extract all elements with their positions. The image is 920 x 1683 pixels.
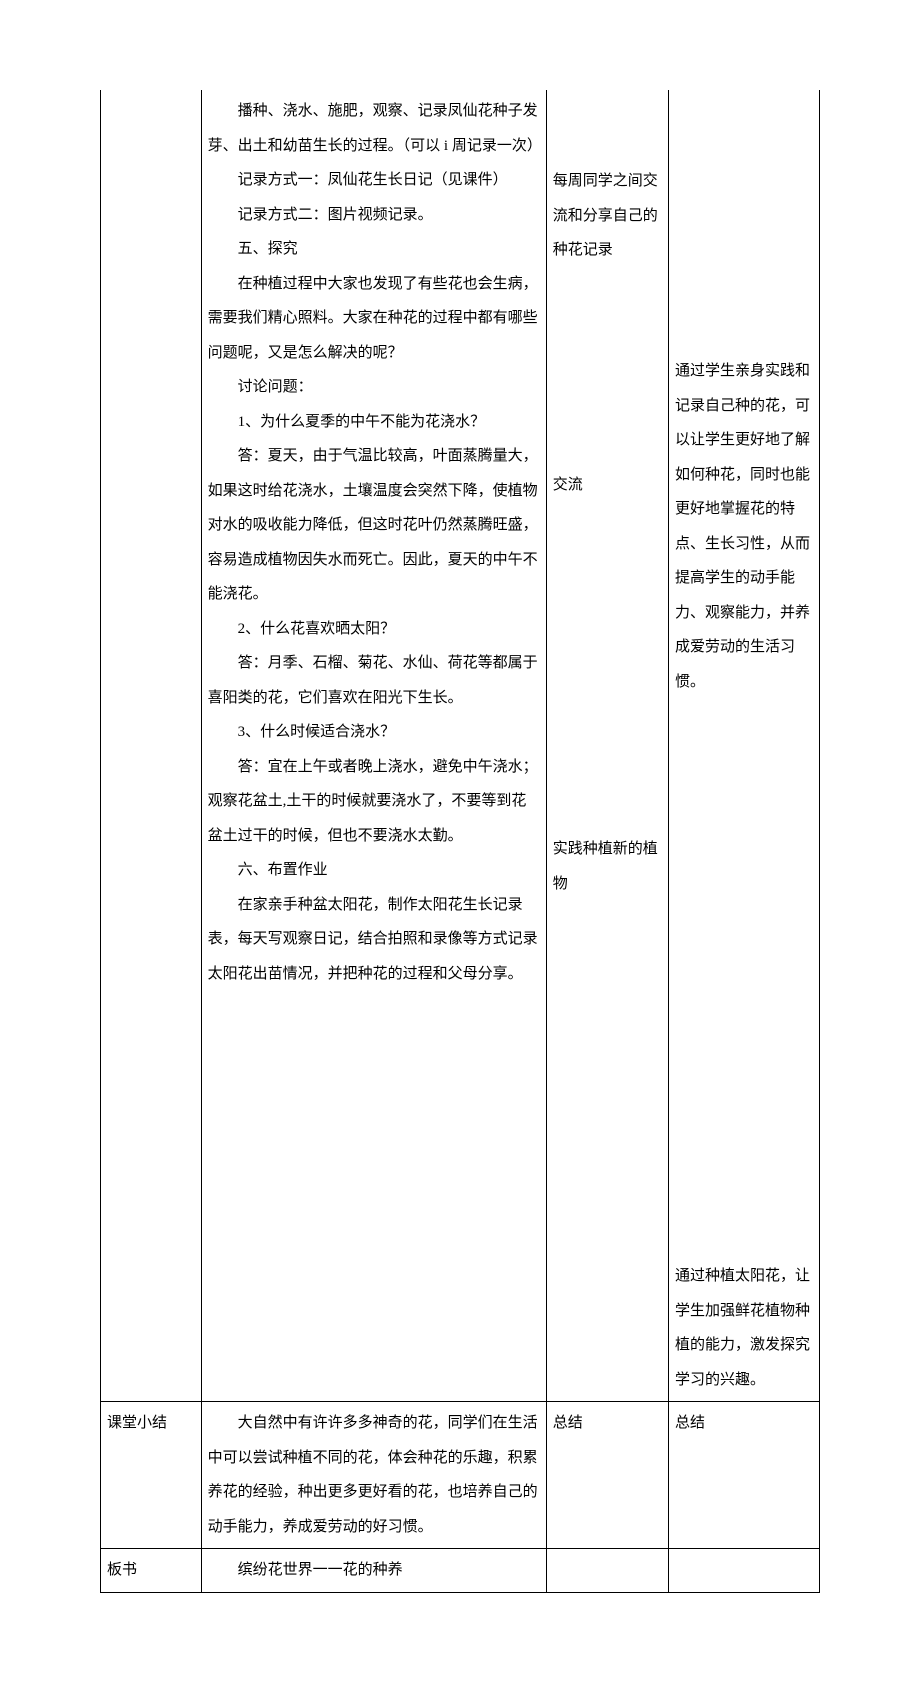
design-intent-text: 通过学生亲身实践和记录自己种的花，可以让学生更好地了解如何种花，同时也能更好地掌… xyxy=(675,354,813,699)
cell-r3-c2: 缤纷花世界一一花的种养 xyxy=(201,1549,546,1593)
paragraph: 记录方式一：凤仙花生长日记（见课件） xyxy=(208,163,540,198)
paragraph: 答：宜在上午或者晚上浇水，避免中午浇水；观察花盆土,土干的时候就要浇水了，不要等… xyxy=(208,750,540,854)
paragraph: 在家亲手种盆太阳花，制作太阳花生长记录表，每天写观察日记，结合拍照和录像等方式记… xyxy=(208,888,540,992)
student-activity-text: 交流 xyxy=(553,468,662,503)
spacer xyxy=(553,502,662,832)
paragraph: 记录方式二：图片视频记录。 xyxy=(208,198,540,233)
table-row: 板书 缤纷花世界一一花的种养 xyxy=(101,1549,820,1593)
cell-r1-c4: 通过学生亲身实践和记录自己种的花，可以让学生更好地了解如何种花，同时也能更好地掌… xyxy=(668,90,819,1402)
cell-r2-c2: 大自然中有许许多多神奇的花，同学们在生活中可以尝试种植不同的花，体会种花的乐趣，… xyxy=(201,1402,546,1549)
table-row: 课堂小结 大自然中有许许多多神奇的花，同学们在生活中可以尝试种植不同的花，体会种… xyxy=(101,1402,820,1549)
paragraph: 缤纷花世界一一花的种养 xyxy=(208,1553,540,1588)
cell-r2-c4: 总结 xyxy=(668,1402,819,1549)
student-activity-text: 每周同学之间交流和分享自己的种花记录 xyxy=(553,164,662,268)
cell-r3-c1: 板书 xyxy=(101,1549,202,1593)
cell-r1-c2: 播种、浇水、施肥，观察、记录凤仙花种子发芽、出土和幼苗生长的过程。（可以 i 周… xyxy=(201,90,546,1402)
lesson-plan-table: 播种、浇水、施肥，观察、记录凤仙花种子发芽、出土和幼苗生长的过程。（可以 i 周… xyxy=(100,90,820,1593)
paragraph: 在种植过程中大家也发现了有些花也会生病，需要我们精心照料。大家在种花的过程中都有… xyxy=(208,267,540,371)
paragraph: 3、什么时候适合浇水？ xyxy=(208,715,540,750)
spacer xyxy=(675,94,813,354)
student-activity-text: 实践种植新的植物 xyxy=(553,832,662,901)
cell-r1-c3: 每周同学之间交流和分享自己的种花记录 交流 实践种植新的植物 xyxy=(546,90,668,1402)
paragraph: 五、探究 xyxy=(208,232,540,267)
cell-r3-c4 xyxy=(668,1549,819,1593)
design-intent-text: 通过种植太阳花，让学生加强鲜花植物种植的能力，激发探究学习的兴趣。 xyxy=(675,1259,813,1397)
paragraph: 答：月季、石榴、菊花、水仙、荷花等都属于喜阳类的花，它们喜欢在阳光下生长。 xyxy=(208,646,540,715)
cell-r2-c1: 课堂小结 xyxy=(101,1402,202,1549)
paragraph: 大自然中有许许多多神奇的花，同学们在生活中可以尝试种植不同的花，体会种花的乐趣，… xyxy=(208,1406,540,1544)
cell-r3-c3 xyxy=(546,1549,668,1593)
cell-r1-c1 xyxy=(101,90,202,1402)
cell-r2-c3: 总结 xyxy=(546,1402,668,1549)
paragraph: 讨论问题： xyxy=(208,370,540,405)
paragraph: 2、什么花喜欢晒太阳？ xyxy=(208,612,540,647)
paragraph: 播种、浇水、施肥，观察、记录凤仙花种子发芽、出土和幼苗生长的过程。（可以 i 周… xyxy=(208,94,540,163)
spacer xyxy=(675,699,813,1259)
paragraph: 六、布置作业 xyxy=(208,853,540,888)
spacer xyxy=(553,94,662,164)
paragraph: 答：夏天，由于气温比较高，叶面蒸腾量大，如果这时给花浇水，土壤温度会突然下降，使… xyxy=(208,439,540,612)
paragraph: 1、为什么夏季的中午不能为花浇水？ xyxy=(208,405,540,440)
table-row: 播种、浇水、施肥，观察、记录凤仙花种子发芽、出土和幼苗生长的过程。（可以 i 周… xyxy=(101,90,820,1402)
spacer xyxy=(553,268,662,468)
